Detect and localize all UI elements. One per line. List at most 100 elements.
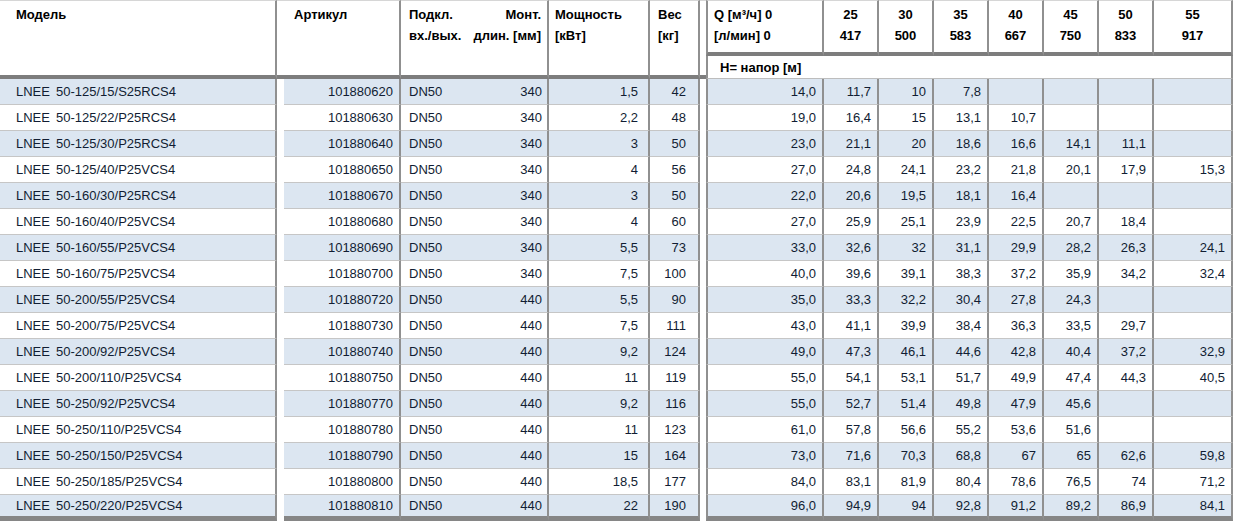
article-cell: 101880770 — [284, 391, 401, 417]
head-q50-cell — [1099, 183, 1154, 209]
head-q0-cell: 33,0 — [706, 235, 824, 261]
head-q45-cell — [1044, 105, 1099, 131]
weight-cell: 177 — [650, 469, 700, 495]
head-q35-cell: 23,9 — [934, 209, 989, 235]
model-brand: LNEE — [16, 292, 56, 307]
head-q0-cell: 35,0 — [706, 287, 824, 313]
mount-length-value: 440 — [520, 422, 547, 437]
article-cell: 101880640 — [284, 131, 401, 157]
head-q35-cell: 38,4 — [934, 313, 989, 339]
head-q40-cell: 10,7 — [989, 105, 1044, 131]
model-code: 50-250/92/P25VCS4 — [56, 396, 175, 411]
head-q55-cell: 15,3 — [1154, 157, 1233, 183]
head-q0-cell: 61,0 — [706, 417, 824, 443]
power-cell: 7,5 — [549, 313, 650, 339]
head-q55-cell: 32,4 — [1154, 261, 1233, 287]
model-code: 50-125/15/S25RCS4 — [56, 84, 176, 99]
model-code: 50-200/55/P25VCS4 — [56, 292, 175, 307]
column-gap — [277, 469, 284, 495]
mount-length-value: 440 — [520, 498, 547, 513]
weight-cell: 124 — [650, 339, 700, 365]
head-q35-cell: 13,1 — [934, 105, 989, 131]
head-q40-cell: 47,9 — [989, 391, 1044, 417]
article-cell: 101880620 — [284, 79, 401, 105]
head-q55-cell — [1154, 391, 1233, 417]
model-code: 50-200/92/P25VCS4 — [56, 344, 175, 359]
model-cell: LNEE50-160/40/P25VCS4 — [0, 209, 277, 235]
column-header-q25: 25417 — [824, 0, 879, 56]
column-gap — [277, 391, 284, 417]
pump-table: Модель Артикул Подкл. вх./вых. Монт. дли… — [0, 0, 1233, 521]
head-q55-cell: 59,8 — [1154, 443, 1233, 469]
model-brand: LNEE — [16, 370, 56, 385]
column-gap — [277, 79, 284, 105]
table-row: LNEE50-125/30/P25RCS4 101880640 DN50340 … — [0, 131, 1233, 157]
head-q50-cell: 86,9 — [1099, 495, 1154, 521]
connection-value: DN50 — [401, 422, 442, 437]
column-header-connection-mount: Подкл. вх./вых. Монт. длин. [мм] — [401, 0, 549, 79]
head-q40-cell: 49,9 — [989, 365, 1044, 391]
head-q50-cell: 62,6 — [1099, 443, 1154, 469]
column-header-flow-q0: Q [м³/ч] 0 [л/мин] 0 — [706, 0, 824, 56]
head-q45-cell: 65 — [1044, 443, 1099, 469]
head-q45-cell: 24,3 — [1044, 287, 1099, 313]
column-header-power: Мощность [кВт] — [549, 0, 650, 79]
power-cell: 3 — [549, 183, 650, 209]
table-row: LNEE50-200/55/P25VCS4 101880720 DN50440 … — [0, 287, 1233, 313]
head-q45-cell: 89,2 — [1044, 495, 1099, 521]
head-q50-cell: 37,2 — [1099, 339, 1154, 365]
head-q0-cell: 55,0 — [706, 365, 824, 391]
column-gap — [277, 131, 284, 157]
connection-value: DN50 — [401, 292, 442, 307]
mount-length-value: 440 — [520, 318, 547, 333]
power-cell: 11 — [549, 365, 650, 391]
head-q0-cell: 27,0 — [706, 157, 824, 183]
weight-cell: 60 — [650, 209, 700, 235]
power-cell: 9,2 — [549, 391, 650, 417]
table-row: LNEE50-250/92/P25VCS4 101880770 DN50440 … — [0, 391, 1233, 417]
mount-length-value: 440 — [520, 396, 547, 411]
connection-value: DN50 — [401, 240, 442, 255]
head-q50-cell: 18,4 — [1099, 209, 1154, 235]
head-q30-cell: 81,9 — [879, 469, 934, 495]
model-brand: LNEE — [16, 498, 56, 513]
table-row: LNEE50-125/22/P25RCS4 101880630 DN50340 … — [0, 105, 1233, 131]
head-q25-cell: 25,9 — [824, 209, 879, 235]
mount-length-value: 340 — [520, 84, 547, 99]
power-cell: 5,5 — [549, 287, 650, 313]
column-gap — [277, 365, 284, 391]
connection-mount-cell: DN50340 — [401, 235, 549, 261]
model-brand: LNEE — [16, 162, 56, 177]
head-q0-cell: 23,0 — [706, 131, 824, 157]
head-q45-cell: 51,6 — [1044, 417, 1099, 443]
column-gap — [277, 339, 284, 365]
table-header: Модель Артикул Подкл. вх./вых. Монт. дли… — [0, 0, 1233, 79]
model-cell: LNEE50-160/75/P25VCS4 — [0, 261, 277, 287]
model-cell: LNEE50-250/220/P25VCS4 — [0, 495, 277, 521]
head-q30-cell: 51,4 — [879, 391, 934, 417]
article-cell: 101880740 — [284, 339, 401, 365]
head-q55-cell — [1154, 105, 1233, 131]
head-q30-cell: 32 — [879, 235, 934, 261]
connection-value: DN50 — [401, 84, 442, 99]
head-q35-cell: 92,8 — [934, 495, 989, 521]
connection-value: DN50 — [401, 396, 442, 411]
table-row: LNEE50-250/220/P25VCS4 101880810 DN50440… — [0, 495, 1233, 521]
head-q25-cell: 71,6 — [824, 443, 879, 469]
model-code: 50-250/185/P25VCS4 — [56, 474, 182, 489]
head-q25-cell: 94,9 — [824, 495, 879, 521]
connection-mount-cell: DN50440 — [401, 495, 549, 521]
connection-value: DN50 — [401, 474, 442, 489]
weight-cell: 164 — [650, 443, 700, 469]
weight-cell: 116 — [650, 391, 700, 417]
head-q35-cell: 18,6 — [934, 131, 989, 157]
head-q50-cell: 34,2 — [1099, 261, 1154, 287]
table-row: LNEE50-160/30/P25RCS4 101880670 DN50340 … — [0, 183, 1233, 209]
head-q30-cell: 70,3 — [879, 443, 934, 469]
model-code: 50-160/30/P25RCS4 — [56, 188, 176, 203]
head-q55-cell: 71,2 — [1154, 469, 1233, 495]
head-q25-cell: 21,1 — [824, 131, 879, 157]
model-brand: LNEE — [16, 214, 56, 229]
head-q0-cell: 84,0 — [706, 469, 824, 495]
mount-length-value: 440 — [520, 474, 547, 489]
